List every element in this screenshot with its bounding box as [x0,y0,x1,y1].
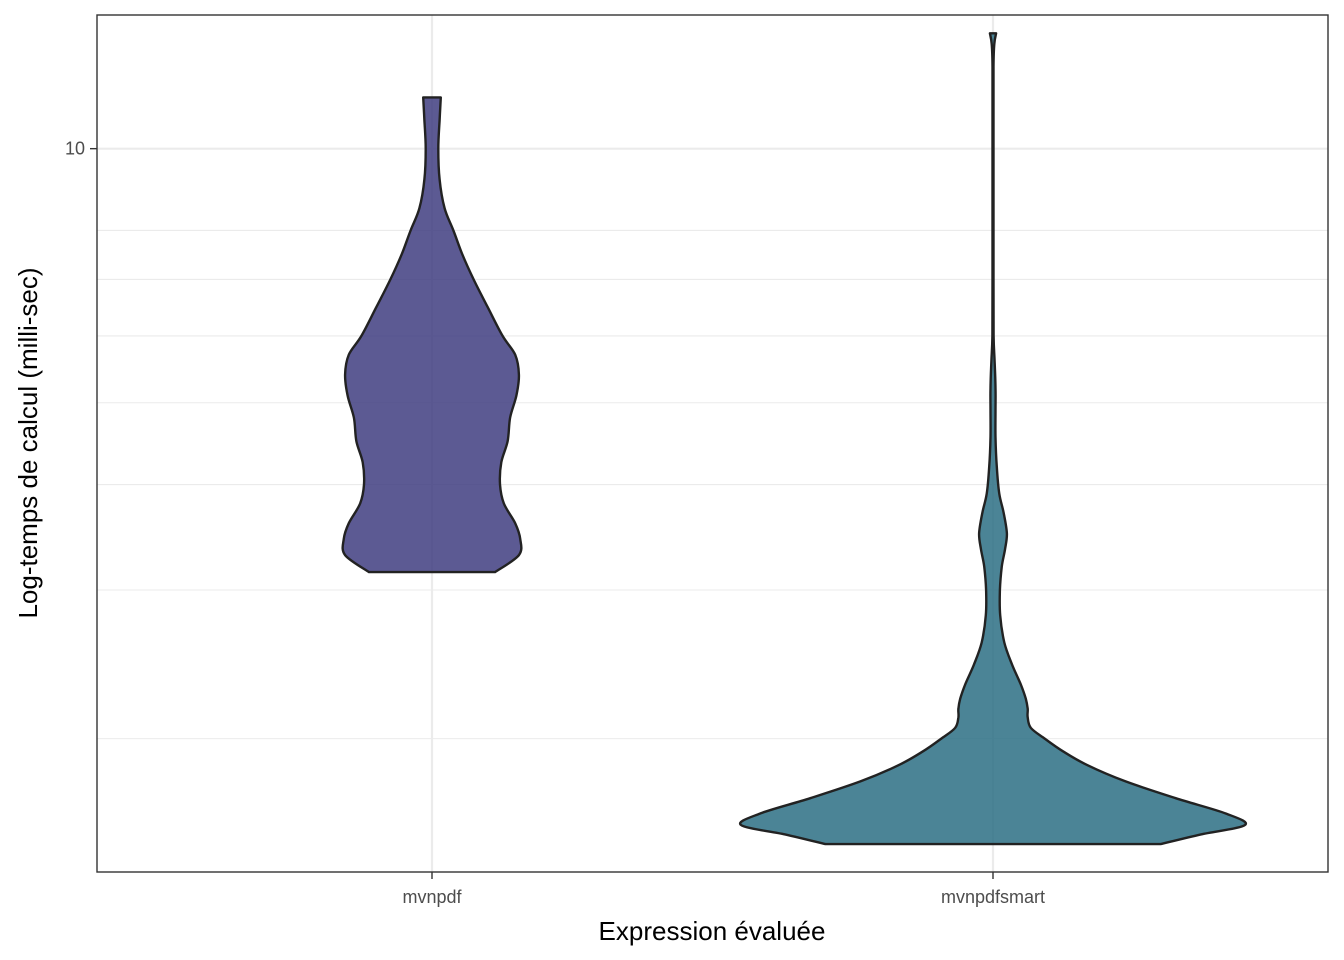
violin-mvnpdfsmart [738,32,1248,846]
y-axis-title: Log-temps de calcul (milli-sec) [13,267,43,618]
violin-layer [341,32,1248,846]
x-axis-title: Expression évaluée [599,916,826,946]
y-tick-label: 10 [65,139,85,159]
axis-layer: 10 mvnpdf mvnpdfsmart [65,139,1045,907]
x-tick-label-mvnpdf: mvnpdf [402,887,462,907]
x-tick-label-mvnpdfsmart: mvnpdfsmart [941,887,1045,907]
plot-panel-border [96,14,1329,873]
violin-mvnpdf [341,96,523,574]
